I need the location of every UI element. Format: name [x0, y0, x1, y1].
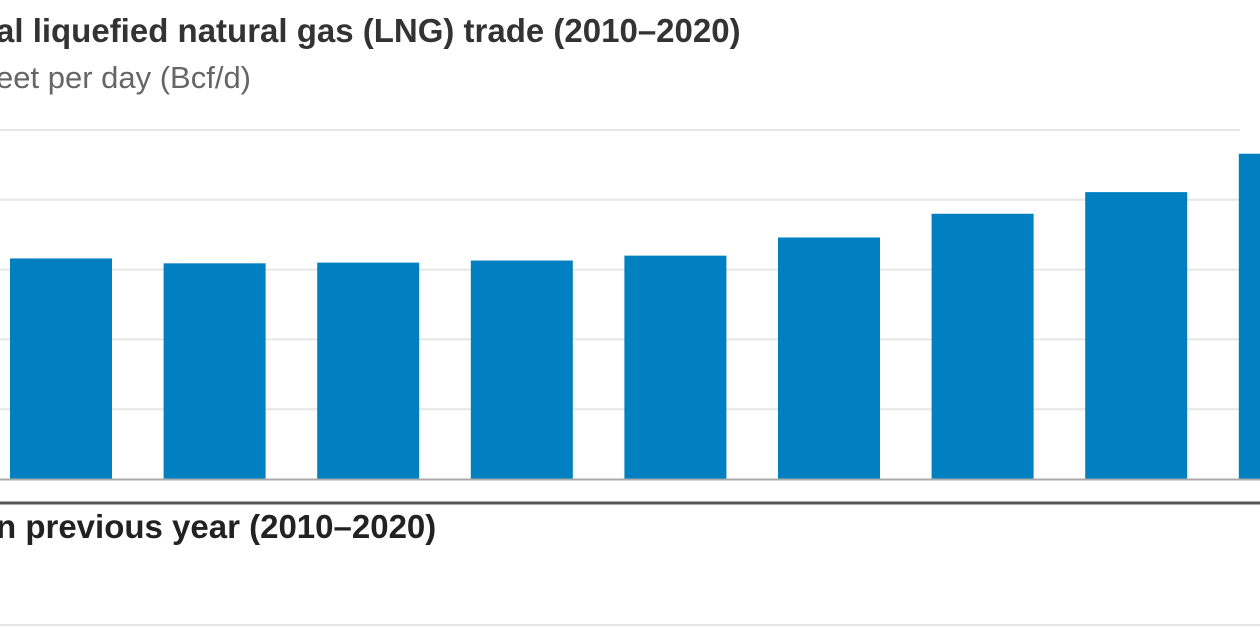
bar [778, 237, 880, 479]
chart-subtitle: eet per day (Bcf/d) [0, 60, 252, 95]
bar [931, 213, 1034, 479]
bar [10, 258, 112, 479]
bar [163, 263, 266, 479]
bar [1085, 192, 1188, 479]
second-chart-title: n previous year (2010–2020) [0, 508, 437, 545]
chart-title: al liquefied natural gas (LNG) trade (20… [0, 12, 741, 49]
bar [1238, 153, 1260, 479]
bar [624, 255, 727, 479]
bar [317, 262, 420, 479]
bar [470, 260, 573, 479]
